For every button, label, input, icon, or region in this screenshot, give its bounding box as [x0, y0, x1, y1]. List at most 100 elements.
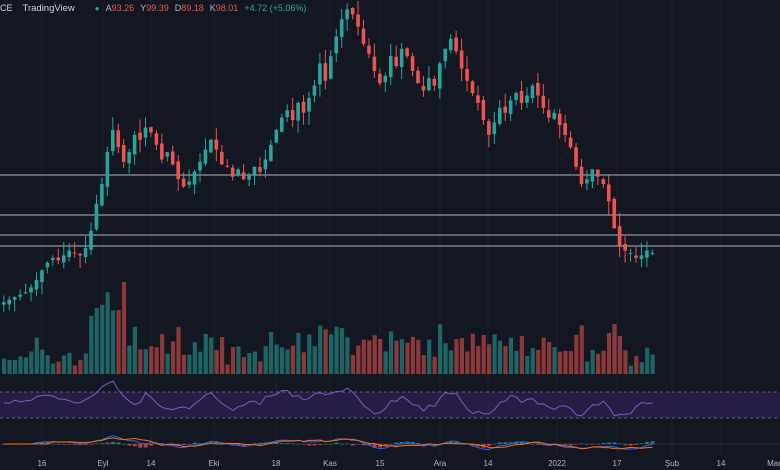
candle-body	[367, 45, 371, 54]
candle-body	[296, 102, 300, 121]
candle-body	[176, 161, 180, 180]
volume-bar	[18, 356, 23, 374]
macd-histogram-bar	[61, 443, 66, 445]
volume-bar	[318, 325, 323, 374]
volume-bar	[623, 350, 628, 374]
candle-body	[628, 252, 633, 254]
volume-bar	[503, 346, 508, 374]
candle-body	[487, 121, 491, 135]
candle-body	[149, 127, 153, 133]
candle-body	[470, 81, 475, 94]
volume-bar	[7, 360, 12, 374]
macd-histogram-bar	[334, 442, 339, 444]
candle-body	[40, 270, 44, 283]
support-lines[interactable]	[0, 174, 780, 247]
volume-bar	[590, 350, 595, 374]
candle-body	[252, 166, 257, 175]
volume-bar	[612, 324, 617, 374]
volume-bar	[225, 364, 230, 374]
volume-bar	[361, 339, 366, 374]
candle-body	[476, 95, 480, 103]
macd-histogram-bar	[606, 442, 611, 444]
macd-histogram-bar	[127, 444, 132, 446]
candle-body	[285, 110, 289, 118]
candle-body	[623, 244, 627, 251]
macd-histogram-bar	[372, 444, 377, 448]
candle-body	[394, 56, 398, 66]
macd-histogram-bar	[399, 442, 404, 444]
volume-bar	[269, 331, 274, 374]
volume-bar	[645, 347, 650, 374]
volume-bar	[334, 326, 339, 374]
candle-body	[67, 250, 71, 258]
candle-body	[596, 169, 600, 177]
candle-body	[427, 78, 431, 91]
volume-bar	[454, 339, 459, 374]
volume-bar	[465, 351, 470, 374]
macd-histogram-bar	[568, 444, 573, 446]
candle-body	[552, 112, 557, 120]
volume-bar	[530, 347, 535, 374]
macd-histogram-bar	[67, 444, 72, 445]
macd-histogram-bar	[628, 444, 633, 446]
candle-body	[459, 50, 464, 69]
macd-histogram-bar	[361, 444, 366, 446]
volume-bar	[350, 354, 355, 374]
volume-bar	[40, 349, 45, 374]
candle-body	[650, 252, 655, 254]
macd-histogram-bar	[51, 443, 56, 445]
macd-histogram-bar	[149, 444, 154, 446]
candle-body	[421, 85, 426, 91]
candle-body	[432, 78, 437, 86]
volume-bar	[165, 353, 170, 374]
volume-bar	[51, 363, 56, 374]
volume-bar	[508, 337, 514, 374]
candle-body	[519, 91, 524, 103]
candle-body	[639, 255, 644, 260]
candle-body	[192, 171, 197, 185]
x-tick-label: 14	[717, 459, 726, 468]
candle-body	[585, 179, 589, 184]
volume-bar	[487, 344, 492, 374]
macd-line	[4, 435, 653, 450]
volume-bar	[149, 346, 154, 374]
macd-histogram-bar	[214, 441, 219, 444]
candle-body	[454, 37, 458, 52]
macd-histogram-bar	[83, 444, 88, 445]
macd-histogram-bar	[492, 443, 497, 445]
volume-bar	[367, 340, 372, 374]
macd-histogram-bar	[258, 442, 263, 444]
candle-body	[307, 97, 311, 112]
candle-body	[356, 14, 360, 27]
macd-histogram-bar	[579, 443, 584, 445]
x-tick-label: 14	[484, 459, 493, 468]
volume-bar	[181, 354, 187, 374]
macd-histogram-bar	[650, 441, 655, 444]
candle-body	[481, 100, 486, 121]
rsi-band	[0, 392, 780, 418]
macd-histogram-bar	[40, 442, 45, 444]
symbol-name[interactable]: CE	[0, 3, 13, 13]
volume-bar	[596, 353, 601, 374]
volume-bar	[67, 352, 72, 374]
candle-body	[590, 169, 595, 182]
volume-bar	[34, 337, 39, 374]
volume-bar	[378, 338, 383, 374]
candle-body	[23, 292, 28, 294]
candle-body	[443, 48, 448, 62]
candle-body	[83, 248, 88, 258]
candle-body	[399, 48, 404, 67]
macd-histogram-bar	[563, 444, 568, 446]
candle-body	[438, 63, 442, 89]
x-tick-label: Kas	[323, 459, 337, 468]
macd-histogram-bar	[56, 443, 61, 445]
volume-bar	[536, 350, 541, 374]
volume-bar	[12, 359, 18, 374]
signal-line	[4, 437, 653, 450]
macd-histogram-bar	[78, 444, 83, 446]
candle-body	[465, 69, 469, 81]
volume-bar	[209, 337, 214, 374]
candle-body	[416, 70, 420, 84]
macd-pane	[0, 435, 780, 450]
